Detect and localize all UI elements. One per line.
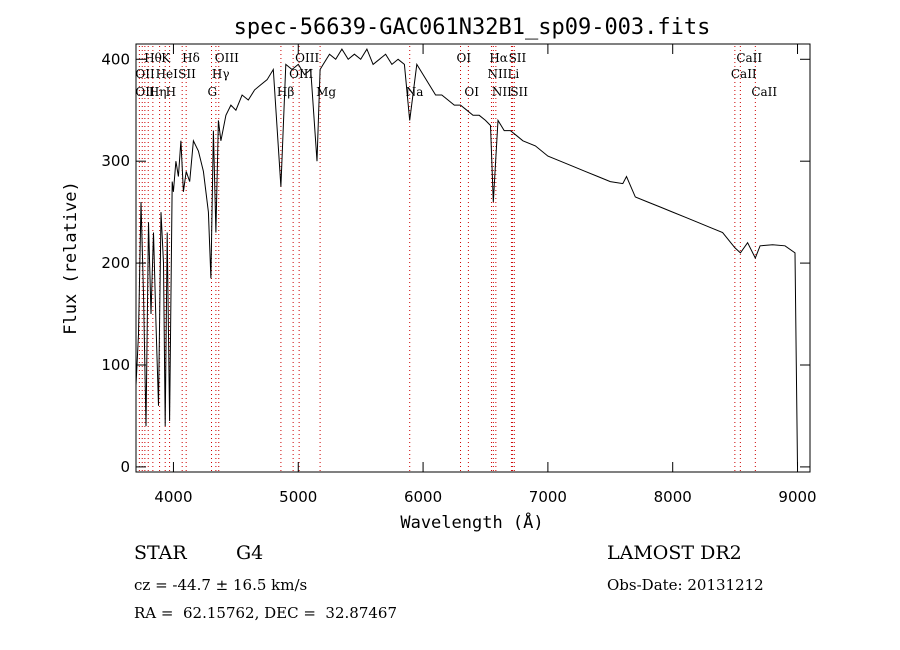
line-label: NII [487,67,507,81]
line-label: OI [464,85,479,99]
line-label: CaII [751,85,777,99]
object-class: STAR [134,542,187,564]
line-label: SII [510,85,528,99]
line-label: OIII [215,51,239,65]
y-tick-label: 400 [101,50,130,68]
line-label: Hθ [144,51,162,65]
line-label: G [208,85,218,99]
line-label: Na [406,85,424,99]
line-label: Hγ [212,67,230,81]
observation-date: Obs-Date: 20131212 [607,576,764,594]
spectrum-series [135,47,798,467]
x-tick-label: 7000 [529,488,567,506]
coordinates-readout: RA = 62.15762, DEC = 32.87467 [134,604,398,622]
x-tick-label: 8000 [654,488,692,506]
line-label: OII [135,85,155,99]
y-tick-label: 100 [101,356,130,374]
line-label: K [161,51,171,65]
line-label: SII [178,67,196,81]
line-label: OIII [289,67,313,81]
line-label: Hδ [182,51,200,65]
line-label: HeI [156,67,179,81]
survey-name: LAMOST DR2 [607,542,742,564]
object-subclass: G4 [236,542,264,564]
line-label: OIII [295,51,319,65]
line-label: Hη [149,85,167,99]
line-label: SII [509,51,527,65]
x-tick-label: 5000 [279,488,317,506]
plot-frame [135,43,811,473]
y-tick-label: 200 [101,254,130,272]
redshift-readout: cz = -44.7 ± 16.5 km/s [134,576,308,594]
y-axis-label: Flux (relative) [61,181,81,335]
x-tick-label: 4000 [154,488,192,506]
x-axis-label: Wavelength (Å) [400,511,543,533]
x-tick-label: 6000 [404,488,442,506]
line-label: Mg [316,85,336,99]
line-label: H [166,85,176,99]
spectrum-line [135,47,798,467]
line-label: OI [457,51,472,65]
line-markers [138,46,756,472]
line-label: Hβ [277,85,294,99]
y-tick-label: 0 [120,458,130,476]
line-label: NII [492,85,512,99]
line-label: Li [507,67,519,81]
chart-title: spec-56639-GAC061N32B1_sp09-003.fits [234,15,711,40]
line-label: CaII [736,51,762,65]
y-axis-ticks: 0 100 200 300 400 [101,50,810,476]
line-label: Hα [489,51,508,65]
x-tick-label: 9000 [778,488,816,506]
line-label: CaII [731,67,757,81]
x-axis-ticks: 4000 5000 6000 7000 8000 9000 [154,44,817,506]
line-label: OII [135,67,155,81]
y-tick-label: 300 [101,152,130,170]
